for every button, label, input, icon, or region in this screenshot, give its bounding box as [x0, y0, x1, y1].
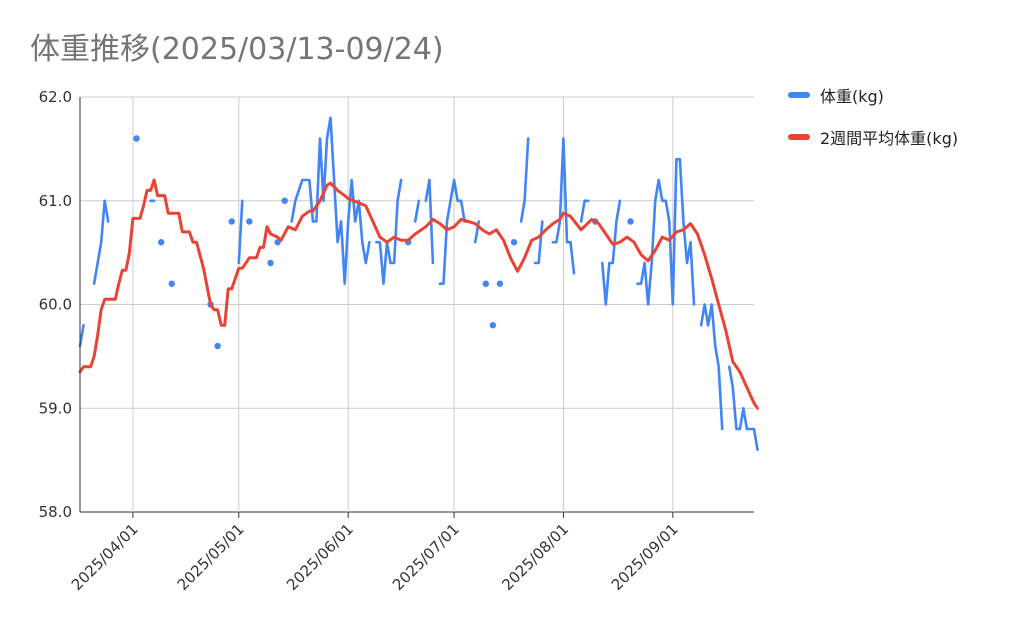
weight-line-segment — [92, 199, 110, 285]
y-tick-label: 59.0 — [39, 399, 72, 417]
axis-layer: 58.0 59.0 60.0 61.0 62.0 2025/04/01 2025/05/01… — [39, 88, 682, 594]
weight-point — [267, 259, 274, 267]
legend-swatch-average — [788, 134, 810, 140]
weight-line-segment — [579, 199, 590, 223]
legend: 体重(kg) 2週間平均体重(kg) — [788, 84, 958, 168]
weight-point — [274, 239, 281, 246]
weight-line-segment — [375, 178, 403, 285]
x-tick-label: 2025/07/01 — [389, 520, 463, 594]
weight-point — [482, 280, 490, 287]
x-tick-label: 2025/05/01 — [174, 520, 248, 594]
y-tick-label: 62.0 — [39, 88, 72, 106]
legend-item-average[interactable]: 2週間平均体重(kg) — [788, 126, 958, 148]
weight-point — [489, 322, 497, 329]
weight-line-segment — [519, 137, 530, 223]
weight-point — [157, 239, 165, 246]
legend-item-weight[interactable]: 体重(kg) — [788, 84, 958, 106]
weight-point — [133, 135, 140, 142]
y-tick-label: 61.0 — [39, 192, 72, 210]
weight-point — [246, 218, 253, 225]
weight-point — [627, 218, 634, 225]
weight-line-segment — [699, 303, 724, 431]
weight-point — [510, 239, 518, 246]
legend-swatch-weight — [788, 92, 810, 98]
legend-label-average: 2週間平均体重(kg) — [820, 129, 959, 148]
grid-layer — [80, 96, 754, 513]
legend-label-weight: 体重(kg) — [820, 87, 884, 106]
weight-point — [281, 197, 288, 204]
weight-line-segment — [728, 365, 759, 451]
weight-point — [168, 280, 175, 287]
chart-title: 体重推移(2025/03/13-09/24) — [30, 32, 444, 67]
series-layer — [78, 116, 759, 451]
weight-point — [228, 218, 235, 225]
x-tick-label: 2025/08/01 — [498, 520, 572, 594]
weight-line-segment — [438, 178, 470, 285]
weight-line-segment — [413, 199, 421, 223]
x-tick-label: 2025/06/01 — [283, 520, 357, 594]
weight-line-segment — [78, 324, 85, 348]
weight-point — [496, 280, 504, 287]
y-tick-label: 60.0 — [39, 296, 72, 314]
weight-line-segment — [237, 199, 244, 265]
weight-line-segment — [424, 178, 435, 265]
weight-line-segment — [290, 116, 371, 285]
weight-line-segment — [601, 199, 622, 306]
weight-line-segment — [636, 158, 696, 306]
weight-line-segment — [533, 220, 544, 265]
x-tick-label: 2025/04/01 — [68, 520, 142, 594]
y-tick-label: 58.0 — [39, 503, 72, 521]
average-line — [78, 178, 759, 410]
x-tick-label: 2025/09/01 — [608, 520, 682, 594]
weight-line-segment — [551, 137, 576, 275]
weight-point — [214, 342, 221, 350]
